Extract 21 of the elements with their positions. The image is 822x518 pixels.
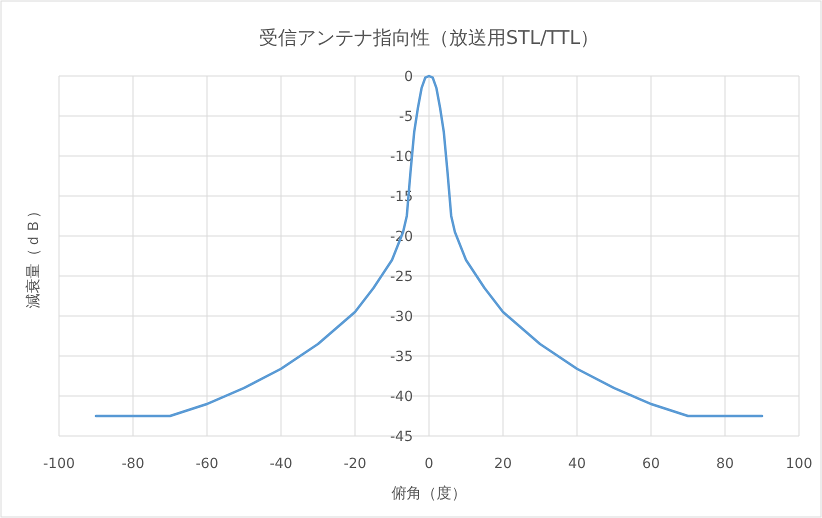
x-tick-label: -20 [344, 456, 366, 472]
x-tick-label: 60 [642, 456, 660, 472]
x-tick-label: -100 [43, 456, 75, 472]
y-tick-label: -5 [399, 109, 413, 125]
x-tick-label: 100 [786, 456, 812, 472]
y-tick-label: -35 [390, 349, 413, 365]
y-tick-label: -30 [390, 309, 413, 325]
x-tick-label: 80 [716, 456, 734, 472]
x-tick-label: -40 [270, 456, 292, 472]
x-tick-label: -80 [122, 456, 144, 472]
x-tick-label: -60 [196, 456, 218, 472]
x-tick-label: 0 [424, 456, 434, 472]
y-tick-label: -45 [390, 429, 413, 445]
y-tick-label: 0 [404, 69, 413, 85]
x-tick-label: 40 [568, 456, 586, 472]
y-axis-title: 減衰量（ｄＢ） [24, 204, 42, 308]
y-tick-label: -25 [390, 269, 413, 285]
y-tick-label: -40 [390, 389, 413, 405]
x-tick-label: 20 [494, 456, 512, 472]
chart-title: 受信アンテナ指向性（放送用STL/TTL） [258, 27, 600, 49]
x-axis-title: 俯角（度） [392, 484, 466, 502]
